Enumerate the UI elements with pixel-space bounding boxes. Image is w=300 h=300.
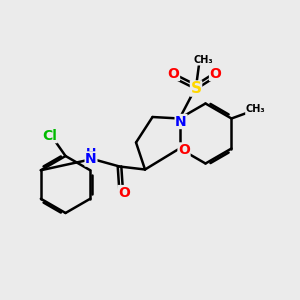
Text: O: O xyxy=(210,67,221,80)
Text: CH₃: CH₃ xyxy=(194,55,213,65)
Text: CH₃: CH₃ xyxy=(246,104,265,115)
Text: O: O xyxy=(118,186,130,200)
Text: N: N xyxy=(85,152,97,166)
Text: H: H xyxy=(86,147,96,160)
Text: S: S xyxy=(190,81,202,96)
Text: Cl: Cl xyxy=(42,129,57,142)
Text: O: O xyxy=(168,67,179,80)
Text: O: O xyxy=(178,143,190,157)
Text: N: N xyxy=(175,115,187,128)
